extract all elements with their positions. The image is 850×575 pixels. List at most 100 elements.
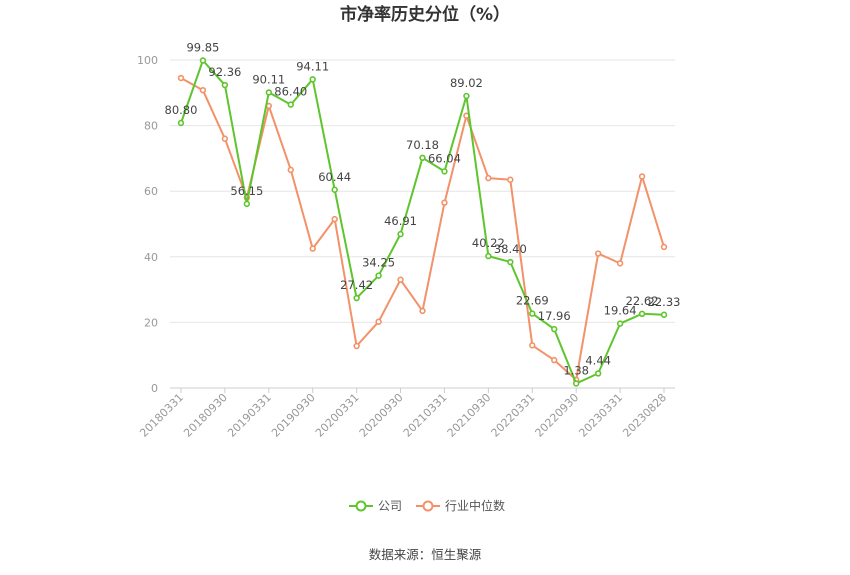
data-label: 46.91 <box>384 214 417 228</box>
data-label: 70.18 <box>406 138 439 152</box>
data-point <box>375 318 382 325</box>
chart-title: 市净率历史分位（%） <box>340 4 510 25</box>
data-point <box>353 294 360 302</box>
legend-marker <box>355 500 367 512</box>
x-tick-label: 20200331 <box>313 391 362 440</box>
data-point <box>265 89 273 96</box>
data-label: 22.33 <box>648 295 681 309</box>
x-tick-label: 20230828 <box>620 391 669 440</box>
y-tick-label: 60 <box>144 185 158 198</box>
data-label: 99.85 <box>186 40 219 54</box>
x-tick-label: 20190930 <box>269 391 318 440</box>
data-point <box>441 199 448 206</box>
data-point <box>551 325 558 333</box>
data-point <box>551 356 558 364</box>
data-point <box>331 215 338 223</box>
data-label: 38.40 <box>494 242 527 256</box>
data-point <box>309 245 316 252</box>
x-tick-label: 20230331 <box>576 391 625 440</box>
legend-item[interactable]: 行业中位数 <box>416 498 505 513</box>
data-point <box>463 92 470 100</box>
data-point <box>397 230 404 238</box>
data-point <box>507 258 514 266</box>
grid-lines <box>170 59 675 323</box>
series-line <box>180 77 665 381</box>
data-point <box>638 173 646 180</box>
x-tick-label: 20200930 <box>357 391 406 440</box>
data-point <box>353 342 360 350</box>
data-point <box>331 186 338 193</box>
data-point <box>243 200 251 208</box>
y-tick-label: 80 <box>144 120 158 133</box>
legend-label: 公司 <box>378 499 402 513</box>
data-label: 34.25 <box>362 256 395 270</box>
data-point <box>375 272 382 279</box>
data-point <box>594 250 602 257</box>
x-tick-label: 20180331 <box>137 391 186 440</box>
series-industry-median <box>177 74 668 383</box>
data-point <box>485 174 492 182</box>
data-point <box>287 166 294 174</box>
data-label: 22.69 <box>516 294 549 308</box>
data-point <box>177 74 185 82</box>
x-tick-label: 20190331 <box>225 391 274 440</box>
legend-marker <box>422 500 434 512</box>
data-point <box>660 243 668 251</box>
data-point <box>199 57 207 64</box>
data-point <box>616 260 624 267</box>
data-label: 60.44 <box>318 170 351 184</box>
x-tick-label: 20220930 <box>533 391 582 440</box>
data-label: 90.11 <box>252 72 285 86</box>
legend[interactable]: 公司 行业中位数 <box>349 498 505 513</box>
data-point <box>177 119 185 127</box>
data-label: 17.96 <box>538 309 571 323</box>
y-tick-label: 20 <box>144 316 158 329</box>
legend-label: 行业中位数 <box>445 498 505 513</box>
data-point <box>221 135 229 142</box>
data-point <box>638 310 646 318</box>
y-axis: 0 20 40 60 80 100 <box>137 54 158 395</box>
data-label: 40.22 <box>472 236 505 250</box>
y-tick-label: 0 <box>151 382 158 395</box>
data-label: 86.40 <box>274 85 307 99</box>
data-point <box>529 342 536 349</box>
data-point <box>221 81 229 89</box>
data-label: 80.80 <box>165 103 198 117</box>
x-tick-label: 20180930 <box>181 391 230 440</box>
source-note: 数据来源：恒生聚源 <box>369 547 482 562</box>
data-point <box>419 154 426 162</box>
y-tick-label: 40 <box>144 251 158 264</box>
data-point <box>594 370 602 377</box>
x-tick-label: 20210331 <box>401 391 450 440</box>
data-label: 19.64 <box>604 304 637 318</box>
data-label: 66.04 <box>428 151 461 165</box>
data-label: 22.62 <box>626 294 659 308</box>
data-point <box>507 176 514 183</box>
data-label: 1.38 <box>563 363 589 377</box>
data-point <box>660 311 668 318</box>
data-point <box>397 276 404 283</box>
x-tick-label: 20220331 <box>489 391 538 440</box>
legend-item[interactable]: 公司 <box>349 499 402 513</box>
data-point <box>287 101 294 108</box>
data-point <box>419 307 426 315</box>
series-company <box>177 57 668 387</box>
data-label: 94.11 <box>296 59 329 73</box>
x-axis: 2018033120180930201903312019093020200331… <box>137 387 675 440</box>
data-label: 27.42 <box>340 278 373 292</box>
y-tick-label: 100 <box>137 54 158 67</box>
data-point <box>572 380 580 387</box>
data-point <box>485 252 492 260</box>
data-point <box>441 168 448 175</box>
x-tick-label: 20210930 <box>445 391 494 440</box>
data-label: 89.02 <box>450 76 483 90</box>
data-label: 56.15 <box>230 184 263 198</box>
data-label: 4.44 <box>585 353 611 367</box>
data-point <box>309 76 316 83</box>
data-point <box>616 320 624 327</box>
data-point <box>529 310 536 317</box>
data-label: 92.36 <box>208 65 241 79</box>
plot-area <box>177 57 668 387</box>
